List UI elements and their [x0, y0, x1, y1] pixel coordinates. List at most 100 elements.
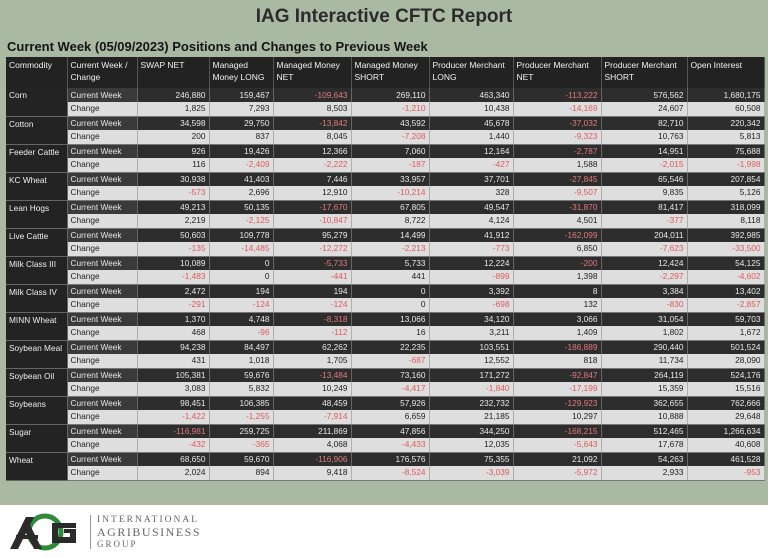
value-cell: 19,426 — [209, 144, 274, 158]
value-cell: -2,297 — [601, 270, 688, 285]
table-row: Soybeans Current Week 98,451 106,385 48,459 5… — [6, 396, 765, 425]
value-cell: 75,688 — [687, 144, 765, 158]
value-cell: 4,068 — [273, 438, 352, 453]
row-type-cell: Current Week — [67, 424, 138, 438]
value-cell: 6,850 — [513, 242, 602, 257]
commodity-cell: Soybean Oil — [6, 368, 68, 397]
value-cell: -291 — [137, 298, 210, 313]
value-cell: 28,090 — [687, 354, 765, 369]
value-cell: 9,835 — [601, 186, 688, 201]
value-cell: -830 — [601, 298, 688, 313]
value-cell: -441 — [273, 270, 352, 285]
value-cell: -2,857 — [687, 298, 765, 313]
row-type-cell: Change — [67, 270, 138, 285]
value-cell: 318,099 — [687, 200, 765, 214]
value-cell: -10,847 — [273, 214, 352, 229]
value-cell: 68,650 — [137, 452, 210, 466]
value-cell: -5,972 — [513, 466, 602, 481]
column-header-pm-long[interactable]: Producer Merchant LONG — [429, 57, 514, 88]
table-header-row: Commodity Current Week / Change SWAP NET… — [6, 57, 765, 88]
value-cell: 8,722 — [351, 214, 430, 229]
value-cell: 0 — [209, 256, 274, 270]
value-cell: 501,524 — [687, 340, 765, 354]
logo-line-3: GROUP — [97, 539, 138, 549]
value-cell: 31,054 — [601, 312, 688, 326]
value-cell: 13,402 — [687, 284, 765, 298]
value-cell: 176,576 — [351, 452, 430, 466]
report-title: IAG Interactive CFTC Report — [255, 6, 513, 27]
value-cell: 37,701 — [429, 172, 514, 186]
value-cell: 9,418 — [273, 466, 352, 481]
column-header-pm-short[interactable]: Producer Merchant SHORT — [601, 57, 688, 88]
value-cell: 269,110 — [351, 88, 430, 102]
table-row: Milk Class III Current Week 10,089 0 -5,733 5… — [6, 256, 765, 285]
value-cell: -13,842 — [273, 116, 352, 130]
value-cell: 1,672 — [687, 326, 765, 341]
value-cell: 3,384 — [601, 284, 688, 298]
commodity-cell: MINN Wheat — [6, 312, 68, 341]
value-cell: 894 — [209, 466, 274, 481]
value-cell: 17,678 — [601, 438, 688, 453]
value-cell: -3,039 — [429, 466, 514, 481]
value-cell: 12,424 — [601, 256, 688, 270]
table-row: Change 200 837 8,045 -7,208 1,440 -9,323 10,763… — [6, 130, 765, 145]
value-cell: 4,748 — [209, 312, 274, 326]
value-cell: -899 — [429, 270, 514, 285]
value-cell: -365 — [209, 438, 274, 453]
value-cell: -2,015 — [601, 158, 688, 173]
table-row: Milk Class IV Current Week 2,472 194 194 0 3,3… — [6, 284, 765, 313]
row-type-cell: Change — [67, 410, 138, 425]
value-cell: 84,497 — [209, 340, 274, 354]
column-header-pm-net[interactable]: Producer Merchant NET — [513, 57, 602, 88]
value-cell: 73,160 — [351, 368, 430, 382]
value-cell: 10,089 — [137, 256, 210, 270]
row-type-cell: Current Week — [67, 256, 138, 270]
column-header-week-change[interactable]: Current Week / Change — [67, 57, 138, 88]
row-type-cell: Current Week — [67, 284, 138, 298]
value-cell: 290,440 — [601, 340, 688, 354]
column-header-mm-net[interactable]: Managed Money NET — [273, 57, 352, 88]
commodity-cell: Feeder Cattle — [6, 144, 68, 173]
value-cell: 204,011 — [601, 228, 688, 242]
column-header-commodity[interactable]: Commodity — [6, 57, 68, 88]
table-body: Corn Current Week 246,880 159,467 -109,643 26… — [6, 88, 765, 481]
value-cell: -698 — [429, 298, 514, 313]
value-cell: 194 — [273, 284, 352, 298]
value-cell: 34,120 — [429, 312, 514, 326]
value-cell: -9,507 — [513, 186, 602, 201]
table-row: Cotton Current Week 34,598 29,750 -13,842 43,… — [6, 116, 765, 145]
row-type-cell: Current Week — [67, 200, 138, 214]
value-cell: 3,083 — [137, 382, 210, 397]
table-row: Live Cattle Current Week 50,603 109,778 95,2… — [6, 228, 765, 257]
value-cell: -13,484 — [273, 368, 352, 382]
value-cell: 461,528 — [687, 452, 765, 466]
value-cell: 49,547 — [429, 200, 514, 214]
value-cell: 4,501 — [513, 214, 602, 229]
column-header-mm-long[interactable]: Managed Money LONG — [209, 57, 274, 88]
value-cell: 5,832 — [209, 382, 274, 397]
value-cell: 94,238 — [137, 340, 210, 354]
row-type-cell: Change — [67, 186, 138, 201]
value-cell: -687 — [351, 354, 430, 369]
value-cell: 82,710 — [601, 116, 688, 130]
value-cell: 5,126 — [687, 186, 765, 201]
value-cell: -1,483 — [137, 270, 210, 285]
value-cell: 1,440 — [429, 130, 514, 145]
table-row: Change -1,422 -1,255 -7,914 6,659 21,185 10,29… — [6, 410, 765, 425]
value-cell: 106,385 — [209, 396, 274, 410]
value-cell: 1,705 — [273, 354, 352, 369]
value-cell: -2,125 — [209, 214, 274, 229]
table-row: Soybean Meal Current Week 94,238 84,497 62,2… — [6, 340, 765, 369]
value-cell: -1,255 — [209, 410, 274, 425]
footer: INTERNATIONAL AGRIBUSINESS GROUP — [0, 505, 768, 558]
value-cell: -5,643 — [513, 438, 602, 453]
value-cell: 81,417 — [601, 200, 688, 214]
table-row: Change 116 -2,409 -2,222 -187 -427 1,588 -2,015… — [6, 158, 765, 173]
value-cell: -168,215 — [513, 424, 602, 438]
value-cell: -7,623 — [601, 242, 688, 257]
column-header-open-interest[interactable]: Open Interest — [687, 57, 765, 88]
column-header-swap-net[interactable]: SWAP NET — [137, 57, 210, 88]
value-cell: 54,125 — [687, 256, 765, 270]
column-header-mm-short[interactable]: Managed Money SHORT — [351, 57, 430, 88]
value-cell: -7,208 — [351, 130, 430, 145]
